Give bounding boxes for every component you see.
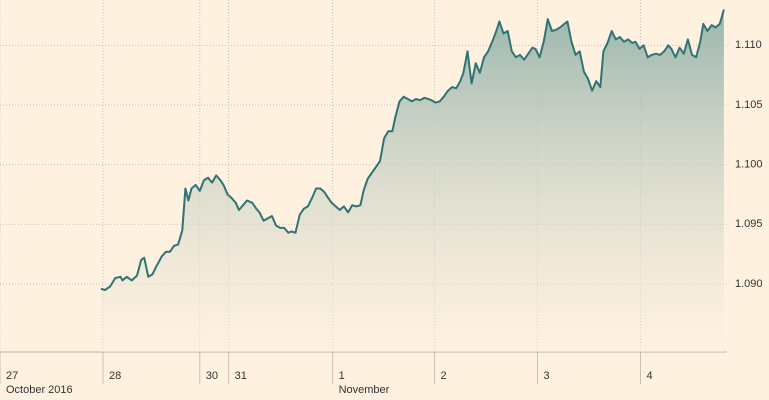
month-label: November [339, 384, 390, 396]
y-tick-label: 1.090 [735, 278, 763, 290]
x-tick-label: 4 [647, 370, 653, 382]
y-tick-label: 1.095 [735, 218, 763, 230]
x-tick-label: 27 [6, 370, 18, 382]
x-tick-label: 2 [441, 370, 447, 382]
y-tick-label: 1.105 [735, 99, 763, 111]
price-line [100, 9, 725, 291]
x-tick-label: 1 [339, 370, 345, 382]
y-tick-label: 1.110 [735, 39, 762, 51]
month-label: October 2016 [6, 384, 73, 396]
y-tick-label: 1.100 [735, 159, 763, 171]
x-tick-label: 31 [235, 370, 247, 382]
area-fill [100, 9, 724, 352]
x-tick-label: 28 [109, 370, 121, 382]
x-tick-label: 30 [206, 370, 218, 382]
x-tick-label: 3 [544, 370, 550, 382]
